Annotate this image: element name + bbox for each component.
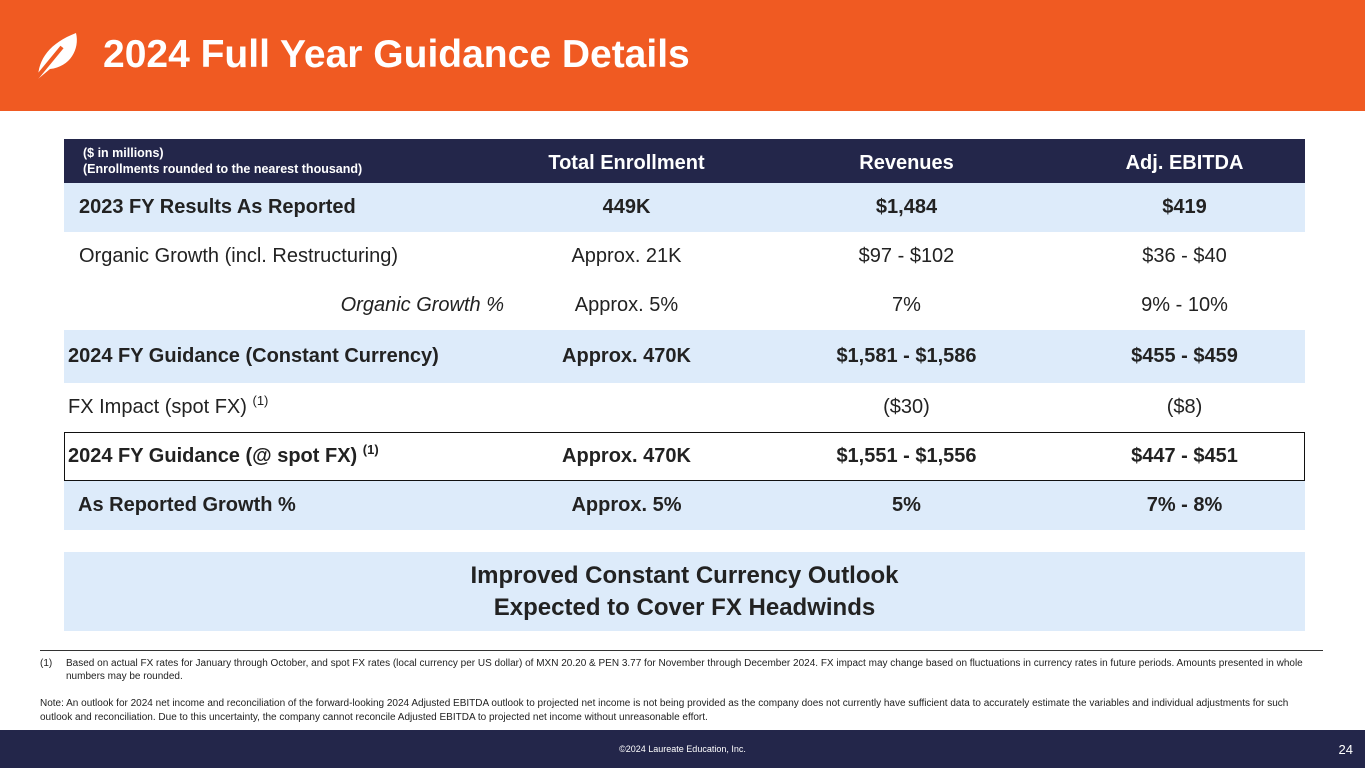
table-row: Organic Growth % Approx. 5% 7% 9% - 10% bbox=[64, 281, 1305, 330]
row-label: Organic Growth (incl. Restructuring) bbox=[79, 245, 398, 267]
enrollment-value: Approx. 5% bbox=[571, 494, 682, 516]
ebitda-value: $447 - $451 bbox=[1131, 445, 1238, 467]
footnote-marker: (1) bbox=[252, 393, 269, 408]
revenue-value: $97 - $102 bbox=[858, 245, 955, 267]
ebitda-value: ($8) bbox=[1166, 396, 1203, 418]
row-label: 2024 FY Guidance (Constant Currency) bbox=[68, 345, 439, 367]
row-label: 2023 FY Results As Reported bbox=[79, 196, 356, 218]
ebitda-value: $455 - $459 bbox=[1131, 345, 1238, 367]
page-number: 24 bbox=[1338, 742, 1353, 757]
enrollment-value: Approx. 5% bbox=[574, 294, 679, 316]
outlook-callout: Improved Constant Currency Outlook Expec… bbox=[64, 552, 1305, 631]
row-label: Organic Growth % bbox=[340, 294, 504, 316]
enrollment-value: Approx. 21K bbox=[571, 245, 682, 267]
row-label-text: FX Impact (spot FX) bbox=[68, 396, 247, 418]
row-label-text: 2024 FY Guidance (@ spot FX) bbox=[68, 445, 358, 467]
guidance-table: ($ in millions) (Enrollments rounded to … bbox=[64, 139, 1305, 530]
table-row: 2024 FY Guidance (@ spot FX) (1) Approx.… bbox=[64, 432, 1305, 481]
ebitda-value: $36 - $40 bbox=[1142, 245, 1227, 267]
ebitda-value: $419 bbox=[1162, 196, 1207, 218]
table-row: Organic Growth (incl. Restructuring) App… bbox=[64, 232, 1305, 281]
page-title: 2024 Full Year Guidance Details bbox=[103, 33, 690, 76]
units-note: ($ in millions) (Enrollments rounded to … bbox=[83, 145, 362, 177]
row-label: 2024 FY Guidance (@ spot FX) (1) bbox=[68, 432, 379, 481]
enrollment-value: Approx. 470K bbox=[562, 345, 691, 367]
row-label: FX Impact (spot FX) (1) bbox=[68, 383, 268, 432]
callout-line2: Expected to Cover FX Headwinds bbox=[493, 594, 876, 621]
footnote-divider bbox=[40, 650, 1323, 651]
revenue-value: $1,551 - $1,556 bbox=[836, 445, 977, 467]
revenue-value: $1,484 bbox=[875, 196, 938, 218]
ebitda-value: 7% - 8% bbox=[1146, 494, 1223, 516]
revenue-value: $1,581 - $1,586 bbox=[836, 345, 977, 367]
revenue-value: ($30) bbox=[883, 396, 930, 418]
callout-line1: Improved Constant Currency Outlook bbox=[470, 562, 899, 589]
ebitda-value: 9% - 10% bbox=[1141, 294, 1228, 316]
copyright: ©2024 Laureate Education, Inc. bbox=[619, 744, 746, 754]
row-label: As Reported Growth % bbox=[78, 494, 296, 516]
enrollment-value: Approx. 470K bbox=[562, 445, 691, 467]
enrollment-value: 449K bbox=[602, 196, 651, 218]
units-note-line2: (Enrollments rounded to the nearest thou… bbox=[83, 162, 363, 176]
footnote-text: Based on actual FX rates for January thr… bbox=[66, 658, 1303, 682]
footnote-number: (1) bbox=[40, 658, 53, 669]
column-header-ebitda: Adj. EBITDA bbox=[1125, 152, 1244, 174]
footnote-marker: (1) bbox=[362, 442, 379, 457]
table-row: FX Impact (spot FX) (1) ($30) ($8) bbox=[64, 383, 1305, 432]
footnote: (1) Based on actual FX rates for January… bbox=[40, 657, 1323, 683]
revenue-value: 7% bbox=[892, 294, 921, 316]
table-header: ($ in millions) (Enrollments rounded to … bbox=[64, 139, 1305, 183]
table-row: 2024 FY Guidance (Constant Currency) App… bbox=[64, 330, 1305, 383]
column-header-revenues: Revenues bbox=[859, 152, 954, 174]
slide-footer: ©2024 Laureate Education, Inc. 24 bbox=[0, 730, 1365, 768]
disclaimer-note: Note: An outlook for 2024 net income and… bbox=[40, 698, 1289, 723]
laureate-leaf-logo-icon bbox=[32, 33, 77, 81]
table-row: As Reported Growth % Approx. 5% 5% 7% - … bbox=[64, 481, 1305, 530]
revenue-value: 5% bbox=[892, 494, 921, 516]
units-note-line1: ($ in millions) bbox=[83, 146, 164, 160]
table-row: 2023 FY Results As Reported 449K $1,484 … bbox=[64, 183, 1305, 232]
slide-header: 2024 Full Year Guidance Details bbox=[0, 0, 1365, 111]
column-header-enrollment: Total Enrollment bbox=[548, 152, 705, 174]
